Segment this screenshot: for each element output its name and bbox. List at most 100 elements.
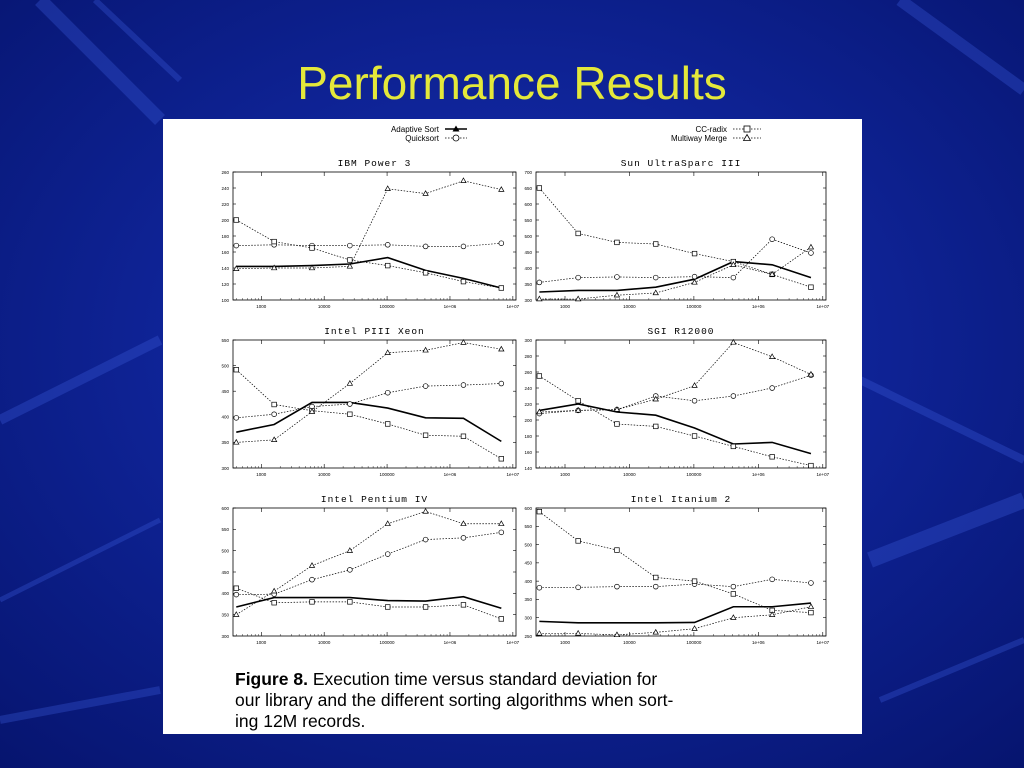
y-tick-label: 220 <box>524 402 532 407</box>
data-point-cc-radix <box>653 574 659 581</box>
chart-intel-itanium-2: Intel Itanium 2 250 300 350 400 450 500 550 600 1… <box>524 494 829 645</box>
data-point-cc-radix <box>271 238 277 245</box>
y-tick-label: 240 <box>524 386 532 391</box>
data-point-cc-radix <box>498 456 504 462</box>
data-point-multiway-merge <box>730 614 737 620</box>
y-tick-label: 300 <box>221 634 229 639</box>
series-line-cc-radix <box>539 511 811 613</box>
x-tick-label: 1e+07 <box>816 640 829 645</box>
legend-marker-multiway-merge <box>742 133 752 141</box>
data-point-quicksort <box>536 584 543 591</box>
data-point-cc-radix <box>498 285 504 291</box>
data-point-quicksort <box>575 274 581 281</box>
y-tick-label: 500 <box>524 542 532 547</box>
data-point-quicksort <box>614 583 620 590</box>
plot-frame <box>232 339 517 469</box>
x-tick-label: 1e+07 <box>816 304 829 309</box>
x-tick-label: 1e+06 <box>444 472 457 477</box>
y-tick-label: 600 <box>524 202 532 207</box>
chart-intel-pentium-iv: Intel Pentium IV 300 350 400 450 500 550 600 100… <box>221 494 519 645</box>
data-point-cc-radix <box>422 432 429 438</box>
caption-line-3: ing 12M records. <box>235 711 366 731</box>
data-point-cc-radix <box>422 270 429 276</box>
data-point-multiway-merge <box>807 243 815 250</box>
data-point-multiway-merge <box>270 264 278 271</box>
data-point-multiway-merge <box>652 289 659 296</box>
legend-marker-quicksort <box>452 134 460 142</box>
plot-frame <box>535 507 827 637</box>
data-point-quicksort <box>498 240 505 246</box>
y-tick-label: 200 <box>221 218 229 223</box>
series-line-quicksort <box>236 531 502 595</box>
y-tick-label: 350 <box>221 612 229 617</box>
legend-right: CC-radix Multiway Merge <box>671 125 761 143</box>
chart-title: Intel Itanium 2 <box>631 494 732 505</box>
figure-panel: Adaptive Sort Quicksort CC-radix Multiwa… <box>163 119 862 734</box>
data-point-multiway-merge <box>536 295 543 302</box>
chart-ibm-power-3: IBM Power 3 100 120 140 160 180 200 220 240 260 10… <box>221 158 519 309</box>
chart-intel-piii-xeon: Intel PIII Xeon 300 350 400 450 500 550 1000 100… <box>221 326 519 477</box>
data-point-multiway-merge <box>807 370 815 377</box>
data-point-cc-radix <box>347 411 353 417</box>
series-line-adaptive-sort <box>539 602 812 624</box>
y-tick-label: 550 <box>524 524 532 529</box>
series-line-multiway-merge <box>539 246 812 300</box>
y-tick-label: 550 <box>524 218 532 223</box>
data-point-multiway-merge <box>422 507 429 514</box>
data-point-quicksort <box>347 242 353 249</box>
data-point-multiway-merge <box>346 380 354 386</box>
data-point-quicksort <box>460 535 467 541</box>
data-point-cc-radix <box>808 462 814 469</box>
data-point-multiway-merge <box>460 339 467 345</box>
x-tick-label: 10000 <box>623 640 636 645</box>
data-point-multiway-merge <box>270 436 278 442</box>
data-point-multiway-merge <box>422 346 429 353</box>
data-point-cc-radix <box>498 616 504 622</box>
data-point-quicksort <box>460 382 467 388</box>
caption-line-1: Figure 8. Execution time versus standard… <box>235 669 835 690</box>
data-point-multiway-merge <box>460 177 467 183</box>
data-point-quicksort <box>233 591 240 598</box>
caption-label: Figure 8. <box>235 669 308 689</box>
data-point-multiway-merge <box>384 349 391 355</box>
series-line-adaptive-sort <box>236 256 502 289</box>
data-point-quicksort <box>422 536 429 543</box>
y-tick-label: 120 <box>221 282 229 287</box>
data-point-cc-radix <box>460 433 467 439</box>
x-tick-label: 100000 <box>686 640 702 645</box>
y-tick-label: 300 <box>524 338 532 343</box>
data-point-cc-radix <box>769 454 775 460</box>
data-point-multiway-merge <box>346 262 354 269</box>
data-point-quicksort <box>808 250 814 256</box>
chart-title: Intel PIII Xeon <box>324 326 425 337</box>
data-point-quicksort <box>614 274 620 280</box>
caption-text-1: Execution time versus standard deviation… <box>312 669 658 689</box>
data-point-multiway-merge <box>691 278 698 285</box>
data-point-multiway-merge <box>422 190 429 196</box>
data-point-quicksort <box>730 393 737 399</box>
y-tick-label: 400 <box>524 266 532 271</box>
data-point-cc-radix <box>233 217 239 223</box>
data-point-quicksort <box>422 383 429 389</box>
data-point-multiway-merge <box>498 186 505 192</box>
y-tick-label: 300 <box>524 616 532 621</box>
data-point-multiway-merge <box>691 382 698 388</box>
data-point-quicksort <box>347 567 353 573</box>
data-point-cc-radix <box>460 602 467 608</box>
data-point-quicksort <box>536 279 543 286</box>
data-point-cc-radix <box>385 262 391 269</box>
data-point-cc-radix <box>691 433 698 439</box>
x-tick-label: 1000 <box>256 472 267 477</box>
data-point-multiway-merge <box>460 520 467 526</box>
data-point-quicksort <box>808 580 814 586</box>
series-line-adaptive-sort <box>539 260 812 293</box>
data-point-quicksort <box>730 583 737 590</box>
slide-title: Performance Results <box>297 57 727 109</box>
series-line-adaptive-sort <box>236 595 502 610</box>
data-point-quicksort <box>384 242 391 248</box>
legend-label-multiway-merge: Multiway Merge <box>671 134 728 143</box>
data-point-multiway-merge <box>730 338 737 345</box>
data-point-cc-radix <box>575 398 581 404</box>
series-line-multiway-merge <box>236 511 502 615</box>
data-point-multiway-merge <box>652 628 659 635</box>
